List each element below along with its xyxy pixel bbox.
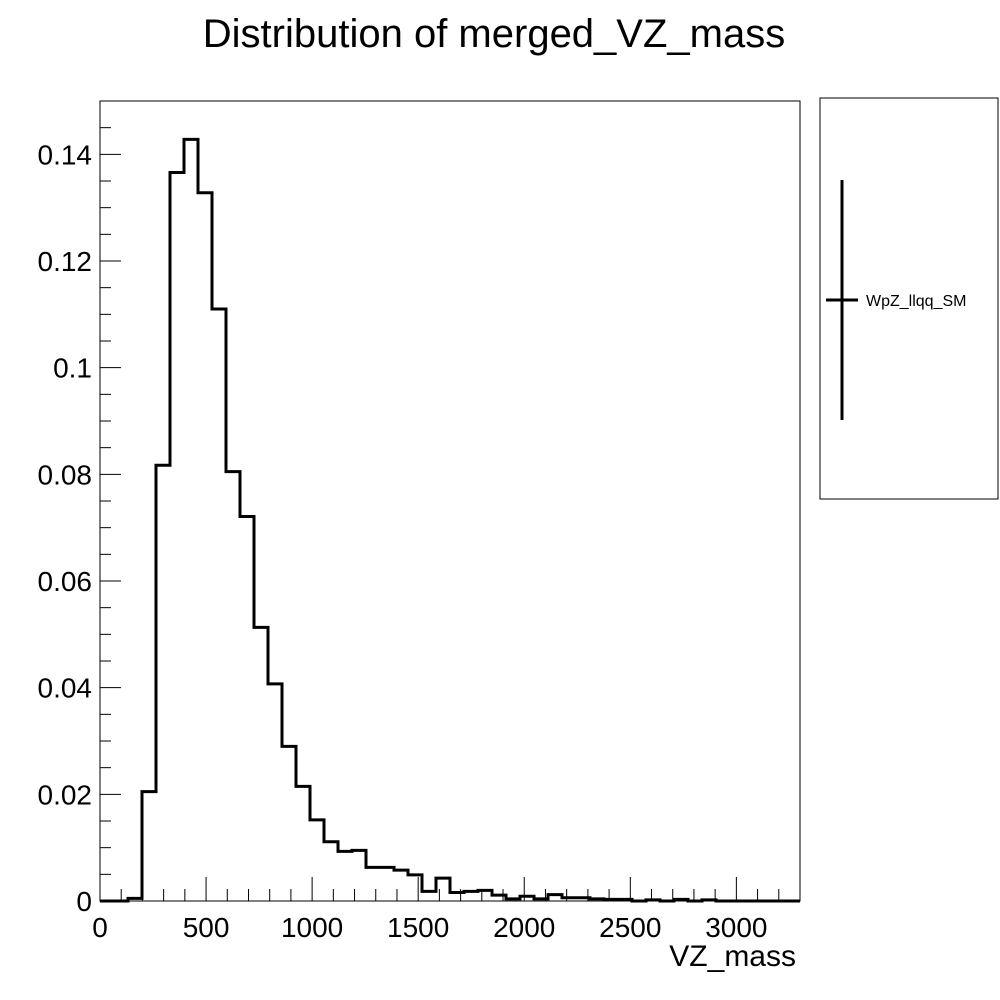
legend-box bbox=[819, 97, 999, 500]
y-tick-label: 0.08 bbox=[38, 459, 93, 490]
x-axis: 0 500 1000 1500 2000 2500 3000 bbox=[92, 877, 801, 943]
y-tick-label: 0.12 bbox=[38, 246, 93, 277]
y-tick-label: 0.04 bbox=[38, 673, 93, 704]
x-tick-label: 2000 bbox=[493, 912, 555, 943]
x-tick-label: 2500 bbox=[599, 912, 661, 943]
y-tick-label: 0.14 bbox=[38, 139, 93, 170]
x-tick-label: 1500 bbox=[387, 912, 449, 943]
x-tick-label: 3000 bbox=[705, 912, 767, 943]
plot-frame bbox=[99, 100, 801, 902]
chart-title: Distribution of merged_VZ_mass bbox=[203, 12, 785, 56]
y-tick-label: 0.06 bbox=[38, 566, 93, 597]
histogram-series-line bbox=[100, 137, 800, 903]
legend: WpZ_llqq_SM bbox=[819, 97, 999, 500]
x-tick-label: 1000 bbox=[281, 912, 343, 943]
x-tick-label: 0 bbox=[92, 912, 108, 943]
y-tick-label: 0.1 bbox=[53, 353, 92, 384]
x-axis-title: VZ_mass bbox=[669, 940, 796, 973]
y-tick-label: 0 bbox=[76, 886, 92, 917]
x-tick-label: 500 bbox=[183, 912, 230, 943]
y-tick-label: 0.02 bbox=[38, 779, 93, 810]
y-axis: 0 0.02 0.04 0.06 0.08 0.1 0.12 0.14 bbox=[38, 100, 121, 917]
legend-label: WpZ_llqq_SM bbox=[866, 293, 966, 310]
